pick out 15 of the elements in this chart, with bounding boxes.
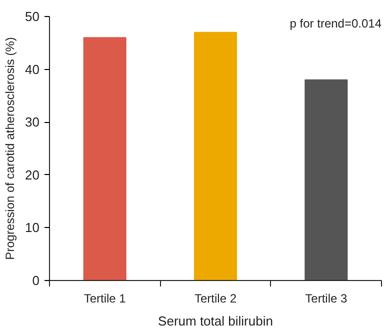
y-tick-label: 0 xyxy=(32,273,40,288)
bar xyxy=(194,32,238,280)
y-tick-label: 50 xyxy=(25,9,40,24)
x-axis-title: Serum total bilirubin xyxy=(158,314,273,328)
x-tick-label: Tertile 1 xyxy=(84,292,126,306)
y-tick-label: 40 xyxy=(25,62,40,77)
y-tick-label: 20 xyxy=(25,167,40,182)
bar xyxy=(83,37,126,280)
y-tick-label: 10 xyxy=(25,220,40,236)
y-tick-label: 30 xyxy=(25,114,40,130)
y-axis-title: Progression of carotid atherosclerosis (%) xyxy=(3,37,18,260)
x-tick-label: Tertile 2 xyxy=(194,292,237,306)
annotation: p for trend=0.014 xyxy=(290,16,382,30)
bar xyxy=(304,79,348,280)
x-tick-label: Tertile 3 xyxy=(305,292,348,306)
